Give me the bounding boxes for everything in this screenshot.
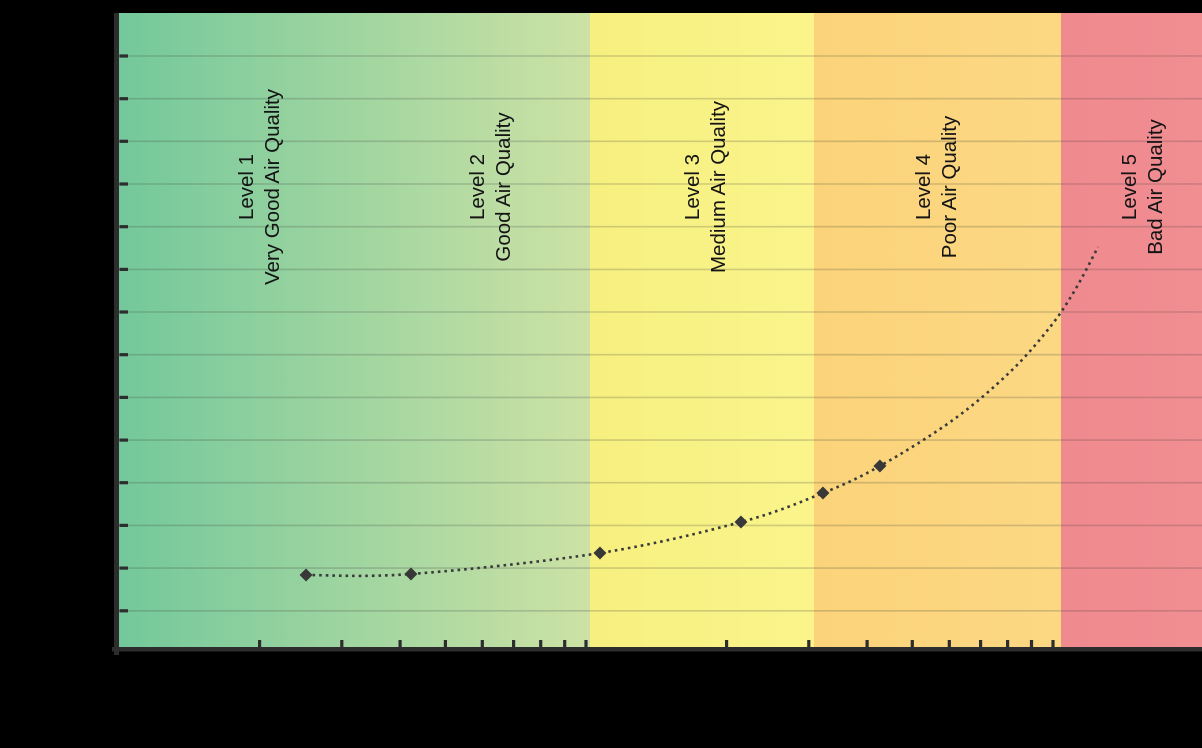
zone-label-level-4: Level 4 Poor Air Quality (911, 116, 963, 258)
zone-label-level-2: Level 2 Good Air Quality (465, 112, 517, 261)
zone-band-red (1060, 13, 1202, 649)
zone-label-level-1: Level 1 Very Good Air Quality (234, 89, 286, 285)
plot-area: Level 1 Very Good Air Quality Level 2 Go… (112, 13, 1202, 655)
zone-label-level-5: Level 5 Bad Air Quality (1117, 119, 1169, 255)
zone-band-green (119, 13, 590, 649)
zone-band-orange (813, 13, 1061, 649)
zone-quality-text: Bad Air Quality (1143, 119, 1167, 255)
zone-level-text: Level 4 (911, 153, 935, 221)
zone-label-level-3: Level 3 Medium Air Quality (680, 101, 732, 273)
zone-quality-text: Medium Air Quality (706, 100, 730, 274)
zone-quality-text: Good Air Quality (492, 112, 515, 262)
data-point-marker (734, 515, 748, 529)
zone-level-text: Level 5 (1117, 153, 1141, 221)
zone-quality-text: Poor Air Quality (937, 115, 961, 259)
zone-level-text: Level 2 (465, 153, 489, 221)
zone-quality-text: Very Good Air Quality (261, 89, 284, 285)
chart-canvas (112, 13, 1202, 655)
data-point-marker (816, 486, 830, 500)
data-point-marker (873, 459, 887, 473)
data-point-marker (299, 568, 313, 582)
data-point-marker (593, 546, 607, 560)
zone-level-text: Level 3 (680, 153, 704, 221)
zone-level-text: Level 1 (234, 153, 258, 221)
data-point-marker (404, 567, 418, 581)
zone-band-yellow (589, 13, 814, 649)
